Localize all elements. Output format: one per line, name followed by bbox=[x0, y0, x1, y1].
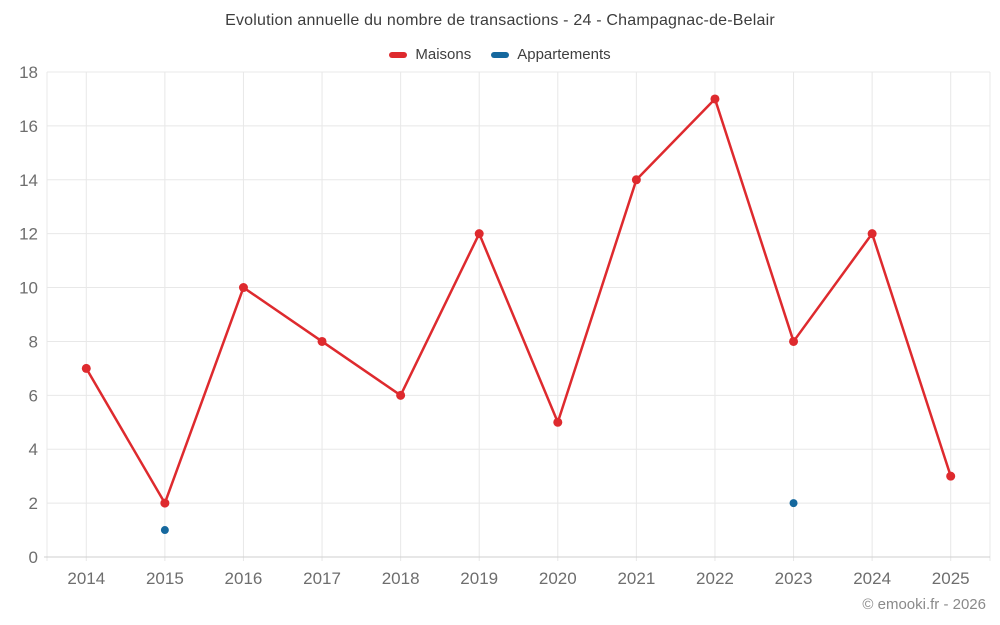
appartements-series-swatch-icon bbox=[491, 51, 510, 58]
x-axis-tick-label: 2014 bbox=[67, 569, 105, 588]
data-point-maisons-2019[interactable] bbox=[474, 229, 484, 239]
legend-label-maisons: Maisons bbox=[415, 46, 472, 63]
y-axis-tick-label: 12 bbox=[19, 225, 38, 244]
legend: Maisons Appartements bbox=[0, 46, 1000, 63]
x-axis-tick-label: 2017 bbox=[303, 569, 341, 588]
y-axis-tick-label: 2 bbox=[29, 494, 38, 513]
y-axis-tick-label: 16 bbox=[19, 117, 38, 136]
data-point-maisons-2020[interactable] bbox=[553, 417, 563, 427]
x-axis-tick-label: 2018 bbox=[382, 569, 420, 588]
data-point-maisons-2016[interactable] bbox=[238, 283, 248, 293]
series-line-maisons bbox=[85, 97, 952, 505]
legend-item-maisons[interactable]: Maisons bbox=[389, 46, 471, 63]
y-axis-tick-label: 0 bbox=[29, 548, 38, 567]
data-point-maisons-2022[interactable] bbox=[710, 94, 720, 104]
x-axis-tick-label: 2022 bbox=[696, 569, 734, 588]
data-point-maisons-2023[interactable] bbox=[789, 336, 799, 346]
x-axis-tick-label: 2015 bbox=[146, 569, 184, 588]
copyright: © emooki.fr - 2026 bbox=[862, 596, 986, 613]
legend-item-appartements[interactable]: Appartements bbox=[491, 46, 611, 63]
legend-label-appartements: Appartements bbox=[517, 46, 611, 63]
y-axis-tick-label: 8 bbox=[29, 332, 38, 351]
y-axis-tick-label: 10 bbox=[19, 279, 38, 298]
data-point-maisons-2018[interactable] bbox=[396, 390, 406, 400]
x-axis-tick-label: 2025 bbox=[932, 569, 970, 588]
x-axis-tick-label: 2024 bbox=[853, 569, 891, 588]
y-axis-tick-label: 6 bbox=[29, 386, 38, 405]
y-axis-tick-label: 18 bbox=[19, 63, 38, 82]
data-point-appartements-2015[interactable] bbox=[160, 526, 169, 535]
x-axis-tick-label: 2020 bbox=[539, 569, 577, 588]
data-point-maisons-2014[interactable] bbox=[81, 363, 91, 373]
data-point-maisons-2025[interactable] bbox=[946, 471, 956, 481]
chart-title: Evolution annuelle du nombre de transact… bbox=[225, 12, 775, 29]
maisons-series-swatch-icon bbox=[389, 51, 408, 58]
x-axis-tick-label: 2016 bbox=[225, 569, 263, 588]
data-point-maisons-2015[interactable] bbox=[160, 498, 170, 508]
data-point-appartements-2023[interactable] bbox=[789, 499, 798, 508]
x-axis-tick-label: 2021 bbox=[617, 569, 655, 588]
data-point-maisons-2017[interactable] bbox=[317, 336, 327, 346]
y-axis-tick-label: 4 bbox=[29, 440, 38, 459]
data-point-maisons-2024[interactable] bbox=[867, 229, 877, 239]
data-point-maisons-2021[interactable] bbox=[631, 175, 641, 185]
x-axis-tick-label: 2019 bbox=[460, 569, 498, 588]
x-axis-tick-label: 2023 bbox=[775, 569, 813, 588]
y-axis-tick-label: 14 bbox=[19, 171, 38, 190]
